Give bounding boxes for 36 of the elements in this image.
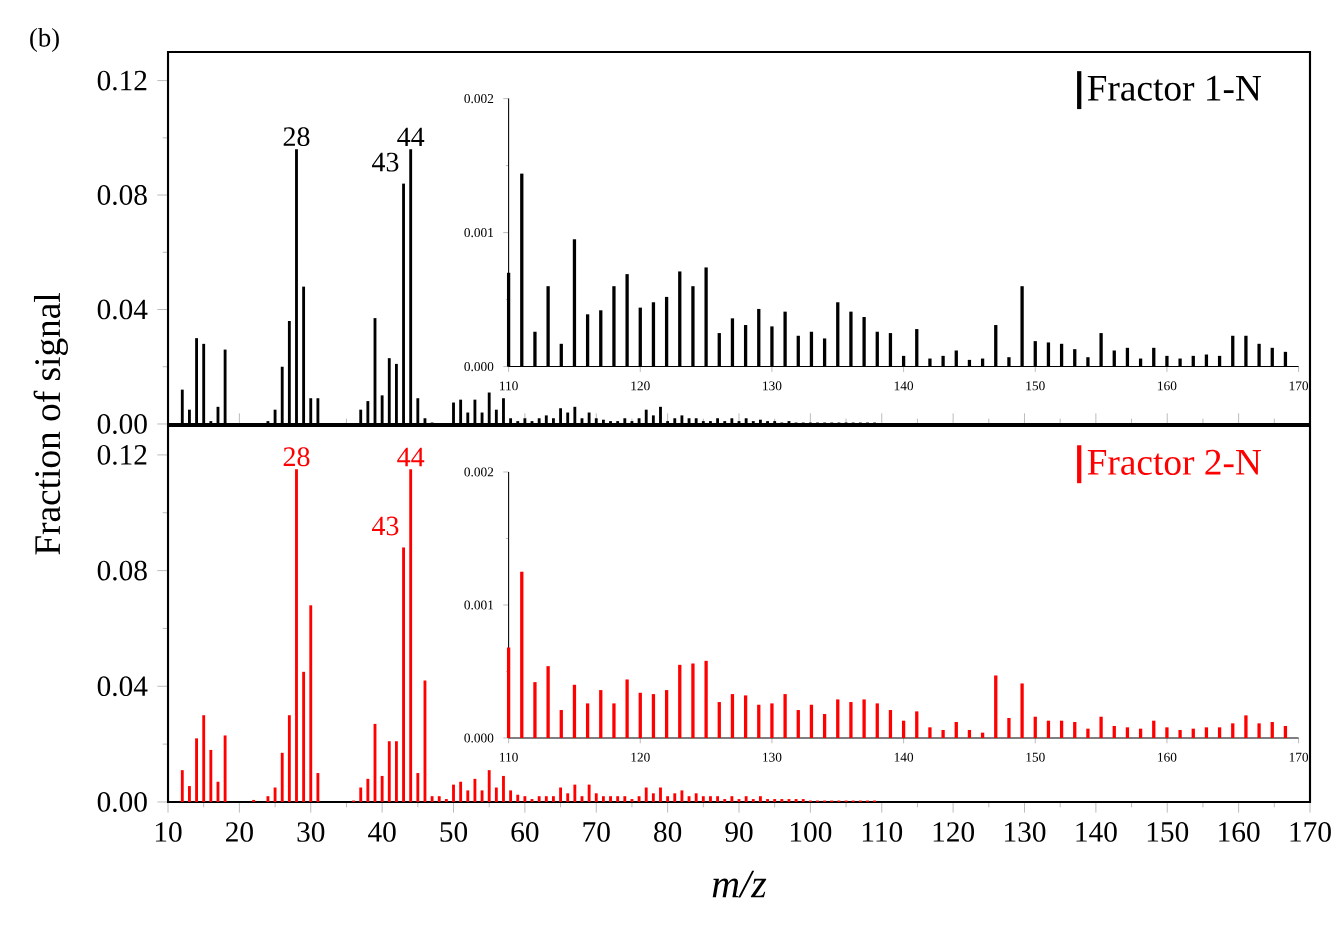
x-tick-label: 120 <box>933 822 975 842</box>
y-axis-title: Fraction of signal <box>33 293 68 555</box>
x-tick-label: 150 <box>1147 822 1189 842</box>
x-tick-label: 170 <box>1290 822 1331 842</box>
annotation: 44 <box>397 127 425 147</box>
y-tick-label: 0.04 <box>97 299 148 320</box>
x-tick-label: 160 <box>1219 822 1260 842</box>
y-tick-label: 0.00 <box>97 792 147 812</box>
annotation: 43 <box>372 152 399 172</box>
annotation: 44 <box>397 447 425 467</box>
annotation: 28 <box>283 447 310 467</box>
y-tick-label: 0.12 <box>97 70 147 91</box>
text: (b) <box>30 27 59 53</box>
y-tick-label: 0.08 <box>97 185 147 206</box>
y-tick-label: 0.12 <box>97 444 147 465</box>
x-tick-label: 60 <box>511 822 539 842</box>
x-tick-label: 30 <box>297 822 325 842</box>
x-tick-label: 80 <box>654 822 682 842</box>
legend-label: Fractor 1-N <box>1087 75 1262 101</box>
x-tick-label: 20 <box>226 822 253 842</box>
x-tick-label: 70 <box>583 822 610 842</box>
y-tick-label: 0.08 <box>97 560 147 581</box>
x-tick-label: 40 <box>368 822 396 842</box>
x-tick-label: 140 <box>1076 822 1117 842</box>
annotation: 28 <box>283 127 310 147</box>
annotation: 43 <box>372 516 399 536</box>
x-tick-label: 130 <box>1005 822 1046 842</box>
x-tick-label: 90 <box>725 822 753 842</box>
x-tick-label: 10 <box>155 822 182 842</box>
x-tick-label: 110 <box>862 822 903 842</box>
x-tick-label: 100 <box>790 822 832 842</box>
x-axis-title: m/z <box>712 870 767 898</box>
y-tick-label: 0.04 <box>97 676 148 697</box>
legend-label: Fractor 2-N <box>1087 449 1262 475</box>
y-tick-label: 0.00 <box>97 414 147 434</box>
x-tick-label: 50 <box>440 822 468 842</box>
